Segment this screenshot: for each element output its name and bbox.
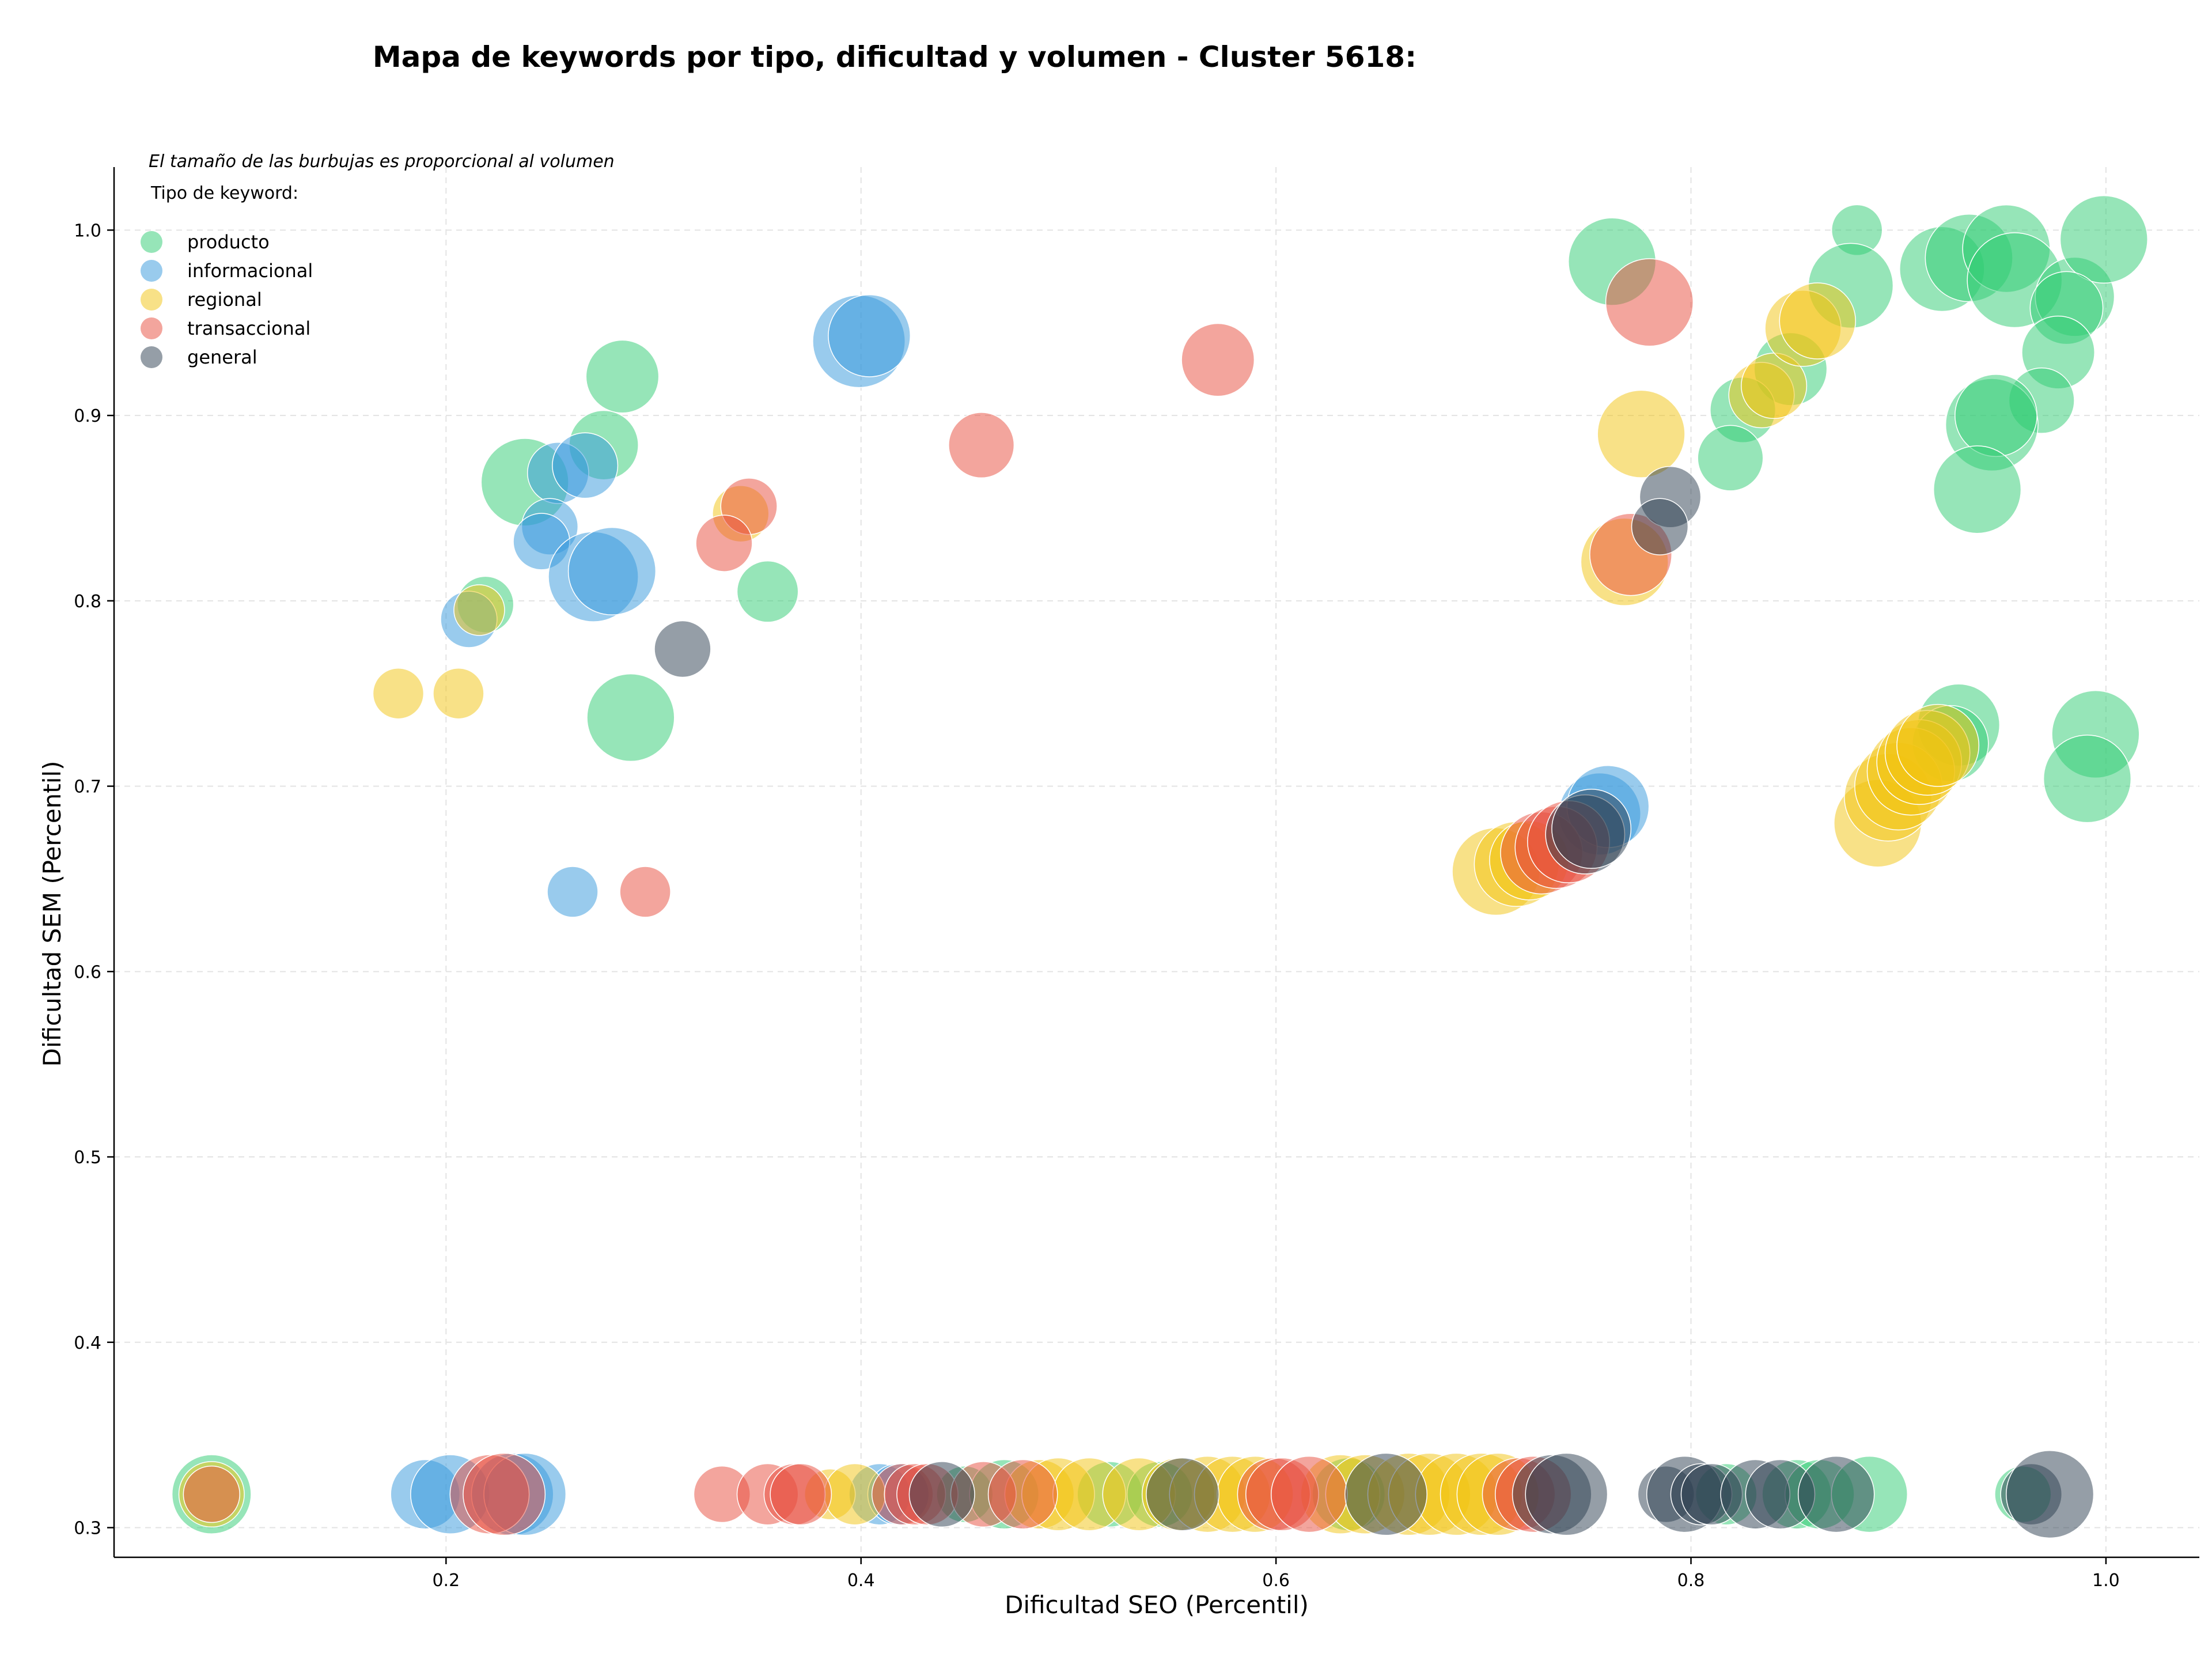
y-axis-label: Dificultad SEM (Percentil) (38, 761, 66, 1067)
bubble-general (2006, 1450, 2094, 1539)
bubble-informacional (828, 294, 911, 377)
bubble-general (1631, 498, 1689, 555)
legend-marker-general (141, 346, 162, 368)
bubbles (171, 195, 2148, 1539)
bubble-transaccional (183, 1465, 240, 1523)
bubble-informacional (567, 527, 657, 616)
bubble-producto (2059, 195, 2148, 284)
bubble-transaccional (948, 412, 1015, 479)
legend-label-general: general (187, 346, 257, 368)
y-tick-label: 0.4 (74, 1333, 101, 1353)
legend: El tamaño de las burbujas es proporciona… (141, 152, 615, 368)
bubble-general (1797, 1455, 1875, 1533)
bubble-transaccional (770, 1463, 832, 1526)
x-tick-label: 0.2 (432, 1571, 460, 1591)
axes (113, 167, 2199, 1558)
bubble-transaccional (695, 514, 753, 572)
y-tick-label: 0.9 (74, 406, 101, 426)
bubble-transaccional (619, 866, 671, 918)
x-tick-label: 1.0 (2092, 1571, 2120, 1591)
bubble-general (908, 1461, 975, 1528)
bubble-regional (433, 667, 484, 720)
legend-marker-informacional (141, 260, 162, 282)
size-note: El tamaño de las burbujas es proporciona… (149, 152, 615, 172)
bubble-producto (1955, 374, 2037, 457)
bubble-general (1551, 789, 1632, 869)
bubble-transaccional (1181, 323, 1255, 397)
bubble-informacional (552, 432, 619, 499)
bubble-producto (586, 673, 675, 762)
bubble-regional (372, 667, 425, 720)
legend-label-regional: regional (187, 289, 262, 311)
bubble-producto (736, 560, 799, 623)
bubble-producto (2043, 735, 2132, 823)
bubble-general (1344, 1452, 1427, 1536)
legend-marker-transaccional (141, 317, 162, 339)
bubble-regional (1597, 389, 1685, 478)
bubble-general (1146, 1457, 1219, 1531)
x-tick-label: 0.4 (847, 1571, 875, 1591)
legend-title: Tipo de keyword: (150, 183, 298, 203)
legend-label-producto: producto (187, 231, 270, 253)
bubble-general (654, 620, 711, 678)
y-tick-label: 0.5 (74, 1148, 101, 1168)
y-tick-label: 0.7 (74, 777, 101, 797)
bubble-general (1525, 1452, 1608, 1536)
legend-label-transaccional: transaccional (187, 317, 310, 339)
bubble-transaccional (1605, 258, 1694, 347)
y-tick-label: 0.3 (74, 1519, 101, 1539)
bubble-producto (1933, 445, 2022, 534)
x-tick-label: 0.8 (1677, 1571, 1705, 1591)
bubble-informacional (547, 866, 599, 918)
bubble-regional (1896, 703, 1980, 787)
bubble-regional (453, 584, 505, 636)
legend-marker-producto (141, 231, 162, 253)
y-tick-label: 0.8 (74, 592, 101, 612)
x-tick-label: 0.6 (1262, 1571, 1290, 1591)
legend-label-informacional: informacional (187, 260, 313, 282)
bubble-regional (1779, 282, 1856, 360)
bubble-producto (585, 339, 660, 414)
legend-marker-regional (141, 289, 162, 311)
x-axis-label: Dificultad SEO (Percentil) (1005, 1591, 1309, 1619)
bubble-transaccional (463, 1452, 546, 1536)
chart-title: Mapa de keywords por tipo, dificultad y … (373, 40, 1416, 74)
bubble-producto (1697, 425, 1764, 491)
bubble-transaccional (1270, 1455, 1348, 1533)
y-tick-label: 1.0 (74, 221, 101, 241)
bubble-transaccional (987, 1459, 1058, 1530)
axis-ticks: 0.2 0.4 0.6 0.8 1.0 0.3 0.4 0.5 0.6 0.7 0.8 0.9 1.0 (74, 221, 2119, 1591)
y-tick-label: 0.6 (74, 962, 101, 982)
